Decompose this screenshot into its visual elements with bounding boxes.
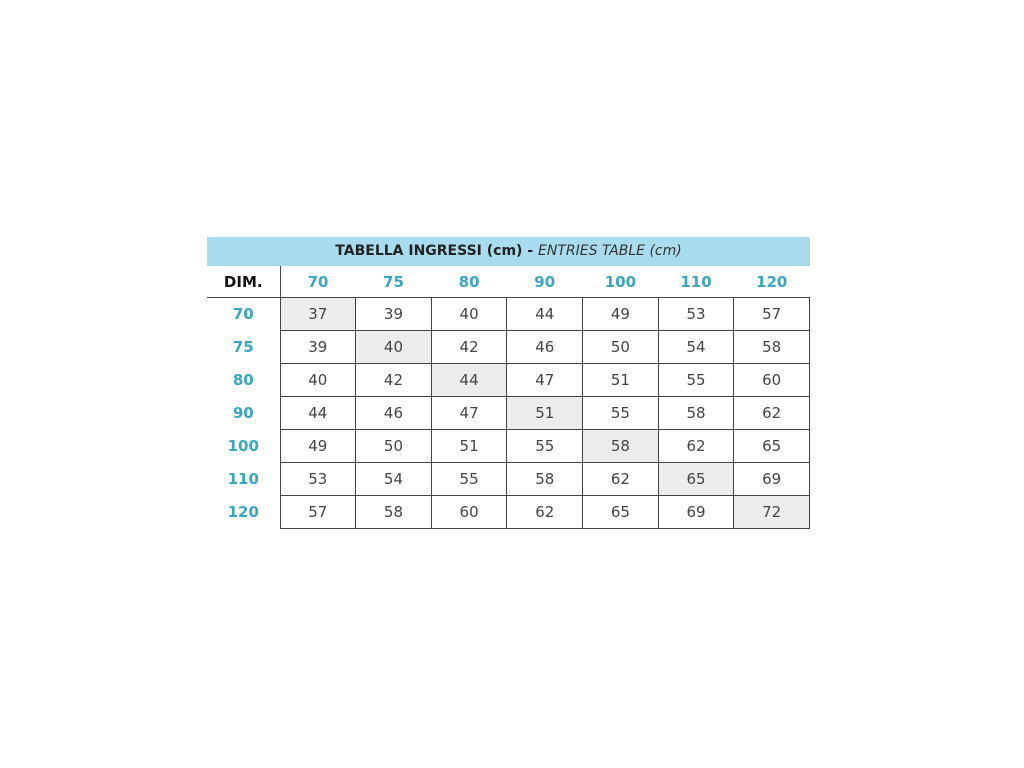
table-cell: 58 <box>582 429 659 463</box>
row-header: 75 <box>232 338 254 356</box>
table-cell: 40 <box>355 330 432 364</box>
table-cell: 55 <box>657 363 735 397</box>
table-cell: 57 <box>279 495 357 529</box>
row-header: 70 <box>232 305 254 324</box>
table-cell: 54 <box>355 462 432 496</box>
table-cell: 69 <box>657 495 735 529</box>
table-cell: 42 <box>355 363 432 397</box>
table-cell: 62 <box>506 495 584 529</box>
table-cell: 58 <box>733 330 810 364</box>
table-row: 100 49 50 51 55 58 62 65 <box>207 429 810 463</box>
row-header: 90 <box>232 404 254 422</box>
table-cell: 55 <box>506 429 584 463</box>
entries-table: TABELLA INGRESSI (cm) - ENTRIES TABLE (c… <box>207 237 810 529</box>
title-english: ENTRIES TABLE (cm) <box>538 243 682 259</box>
table-row: 80 40 42 44 47 51 55 60 <box>207 363 810 397</box>
table-cell: 55 <box>582 396 659 430</box>
column-header: 110 <box>680 272 712 291</box>
table-cell: 42 <box>430 330 508 364</box>
table-cell: 65 <box>657 462 735 496</box>
table-cell: 65 <box>582 495 659 529</box>
row-header: 120 <box>227 503 259 521</box>
table-cell: 54 <box>657 330 735 364</box>
table-row: 75 39 40 42 46 50 54 58 <box>207 330 810 364</box>
table-cell: 55 <box>430 462 508 496</box>
table-row: 120 57 58 60 62 65 69 72 <box>207 495 810 529</box>
table-cell: 47 <box>506 363 584 397</box>
column-header: 100 <box>604 272 637 291</box>
table-cell: 44 <box>279 396 357 430</box>
table-cell: 46 <box>506 330 584 364</box>
table-cell: 51 <box>430 429 508 463</box>
column-header: 120 <box>756 272 788 291</box>
table-cell: 40 <box>279 363 357 397</box>
table-cell: 72 <box>733 495 810 529</box>
table-cell: 50 <box>355 429 432 463</box>
table-cell: 58 <box>355 495 432 529</box>
row-header: 100 <box>227 437 259 455</box>
table-cell: 57 <box>733 297 810 331</box>
table-row: 110 53 54 55 58 62 65 69 <box>207 462 810 496</box>
column-header: 80 <box>458 272 480 291</box>
table-cell: 37 <box>279 297 357 331</box>
table-cell: 49 <box>279 429 357 463</box>
table-cell: 62 <box>582 462 659 496</box>
table-row: 90 44 46 47 51 55 58 62 <box>207 396 810 430</box>
table-cell: 40 <box>430 297 508 331</box>
table-title: TABELLA INGRESSI (cm) - ENTRIES TABLE (c… <box>207 237 810 266</box>
table-cell: 51 <box>506 396 584 430</box>
table-cell: 49 <box>582 297 659 331</box>
table-cell: 50 <box>582 330 659 364</box>
column-header: 90 <box>534 272 556 291</box>
title-italian: TABELLA INGRESSI (cm) - <box>335 243 538 259</box>
corner-label: DIM. <box>207 266 281 298</box>
column-header: 70 <box>307 272 329 291</box>
table-cell: 44 <box>430 363 508 397</box>
table-cell: 62 <box>733 396 810 430</box>
table-cell: 53 <box>279 462 357 496</box>
table-cell: 58 <box>657 396 735 430</box>
table-cell: 39 <box>355 297 432 331</box>
header-row: DIM. 70 75 80 90 100 110 120 <box>207 266 810 298</box>
size-grid: DIM. 70 75 80 90 100 110 120 70 37 39 40 44 49 53 57 7… <box>207 266 810 529</box>
table-cell: 60 <box>430 495 508 529</box>
table-cell: 65 <box>733 429 810 463</box>
table-cell: 47 <box>430 396 508 430</box>
table-cell: 51 <box>582 363 659 397</box>
table-cell: 53 <box>657 297 735 331</box>
table-cell: 39 <box>279 330 357 364</box>
table-cell: 46 <box>355 396 432 430</box>
table-cell: 60 <box>733 363 810 397</box>
table-row: 70 37 39 40 44 49 53 57 <box>207 297 810 331</box>
row-header: 110 <box>227 470 259 488</box>
table-cell: 44 <box>506 297 584 331</box>
row-header: 80 <box>232 371 254 389</box>
column-header: 75 <box>383 272 404 291</box>
table-cell: 58 <box>506 462 584 496</box>
table-cell: 62 <box>657 429 735 463</box>
table-cell: 69 <box>733 462 810 496</box>
